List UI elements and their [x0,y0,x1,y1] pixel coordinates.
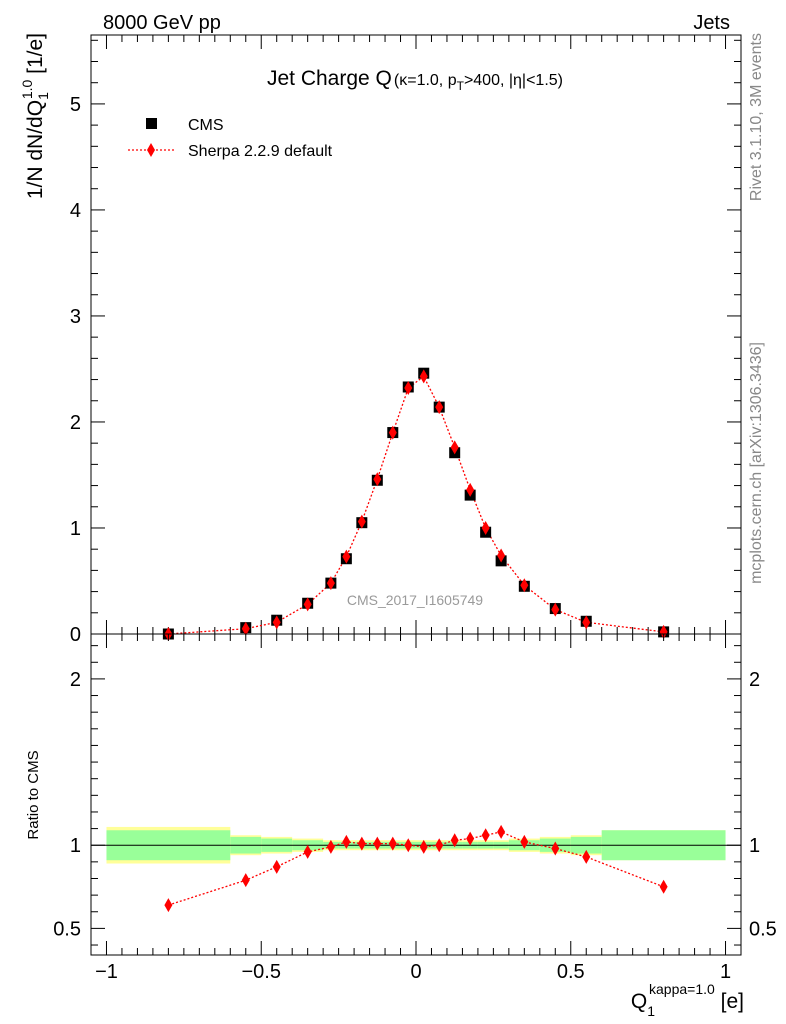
ratio-frame [90,633,742,956]
main-y-tick-label: 1 [70,518,81,540]
ratio-axis-label: Ratio to CMS [25,750,42,839]
legend-data-label: CMS [188,117,224,134]
ratio-data-layer [164,824,668,913]
main-axis-ticks: 0 1 2 3 4 5 [70,35,741,646]
title-params: (κ=1.0, p [394,72,457,89]
main-y-tick-label: 2 [70,412,81,434]
mc-data-point [388,425,397,440]
ratio-data-point [435,838,444,853]
mc-data-point [342,549,351,564]
mc-data-point [659,624,668,639]
ratio-data-point [388,836,397,851]
y-label-pre: 1/N dN/dQ [24,100,47,199]
mc-data-point [435,400,444,415]
x-label-sub: 1 [647,1003,655,1019]
ratio-data-point [659,879,668,894]
ratio-data-point [450,833,459,848]
main-y-tick-label: 0 [70,624,81,646]
ratio-data-point [466,831,475,846]
mcplots-label: mcplots.cern.ch [arXiv:1306.3436] [748,342,765,584]
rivet-label: Rivet 3.1.10, 3M events [748,33,765,201]
ratio-x-tick-label: −0.5 [241,961,280,983]
mc-data-point [551,602,560,617]
header-left: 8000 GeV pp [103,12,221,34]
legend: CMS Sherpa 2.2.9 default [128,117,333,160]
mc-data-point [303,597,312,612]
ratio-x-tick-label: 1 [720,961,731,983]
ratio-data-point [357,836,366,851]
mc-data-point [520,578,529,593]
legend-mc-marker [147,143,155,157]
y-axis-label: 1/N dN/dQ11.0 [1/e] [19,33,51,199]
ratio-axis-ticks: 0.5 0.5 1 1 2 2 −1 −0.5 0 0.5 1 [53,634,777,983]
title-main: Jet Charge Q [267,67,392,90]
ratio-data-point [303,844,312,859]
ratio-y-tick-label-right: 1 [749,835,760,857]
analysis-watermark: CMS_2017_I1605749 [347,592,483,608]
mc-data-point [419,369,428,384]
ratio-panel: 0.5 0.51 12 2−1 −0.5 0 0.5 1 Ratio to CMS Q1kap… [25,633,777,1019]
y-label-sup: 1.0 [19,79,35,99]
ratio-data-point [551,841,560,856]
y-label-sub: 1 [35,92,51,100]
ratio-series-line [168,831,664,906]
ratio-data-point [164,898,173,913]
ratio-data-point [520,834,529,849]
x-label-sup: kappa=1.0 [649,981,715,997]
main-y-tick-label: 3 [70,306,81,328]
y-label-post: [1/e] [24,33,47,80]
ratio-data-point [272,859,281,874]
mc-data-point [450,440,459,455]
ratio-data-point [481,828,490,843]
mc-data-point [326,576,335,591]
x-axis-label: Q1 kappa=1.0 [e] [631,981,744,1019]
ratio-x-tick-label: 0.5 [557,961,585,983]
main-data-layer [162,367,670,641]
ratio-data-point [326,839,335,854]
x-label-post: [e] [715,990,744,1013]
mc-data-point [373,472,382,487]
ratio-x-tick-label: 0 [410,961,421,983]
mc-data-point [272,615,281,630]
ratio-data-point [342,834,351,849]
mc-series-line [168,375,664,635]
ratio-y-tick-label: 1 [70,835,81,857]
mc-data-point [481,520,490,535]
mc-data-point [497,548,506,563]
legend-data-marker [146,118,157,129]
header-right: Jets [693,12,730,34]
main-y-tick-label: 4 [70,200,81,222]
x-label-base: Q [631,990,647,1013]
legend-mc-label: Sherpa 2.2.9 default [188,143,333,160]
ratio-y-tick-label-right: 2 [749,669,760,691]
ratio-data-point [582,849,591,864]
ratio-y-tick-label-right: 0.5 [749,918,777,940]
ratio-data-point [404,838,413,853]
mc-data-point [404,381,413,396]
title-params-sub: T [457,79,465,93]
ratio-y-tick-label: 2 [70,669,81,691]
ratio-y-tick-label: 0.5 [53,918,81,940]
ratio-data-point [373,836,382,851]
ratio-data-point [497,824,506,839]
mc-data-point [582,615,591,630]
ratio-x-tick-label: −1 [95,961,118,983]
chart-title: Jet Charge Q (κ=1.0, pT>400, |η|<1.5) [267,67,563,93]
title-params-end: >400, |η|<1.5) [464,72,563,89]
mc-data-point [466,482,475,497]
main-panel: 0 1 2 3 4 5 Jet Charge Q (κ=1.0, pT>400, |η|<1… [19,33,742,646]
ratio-data-point [419,839,428,854]
ratio-data-point [241,873,250,888]
main-y-tick-label: 5 [70,94,81,116]
mc-data-point [357,514,366,529]
mc-data-point [241,621,250,636]
